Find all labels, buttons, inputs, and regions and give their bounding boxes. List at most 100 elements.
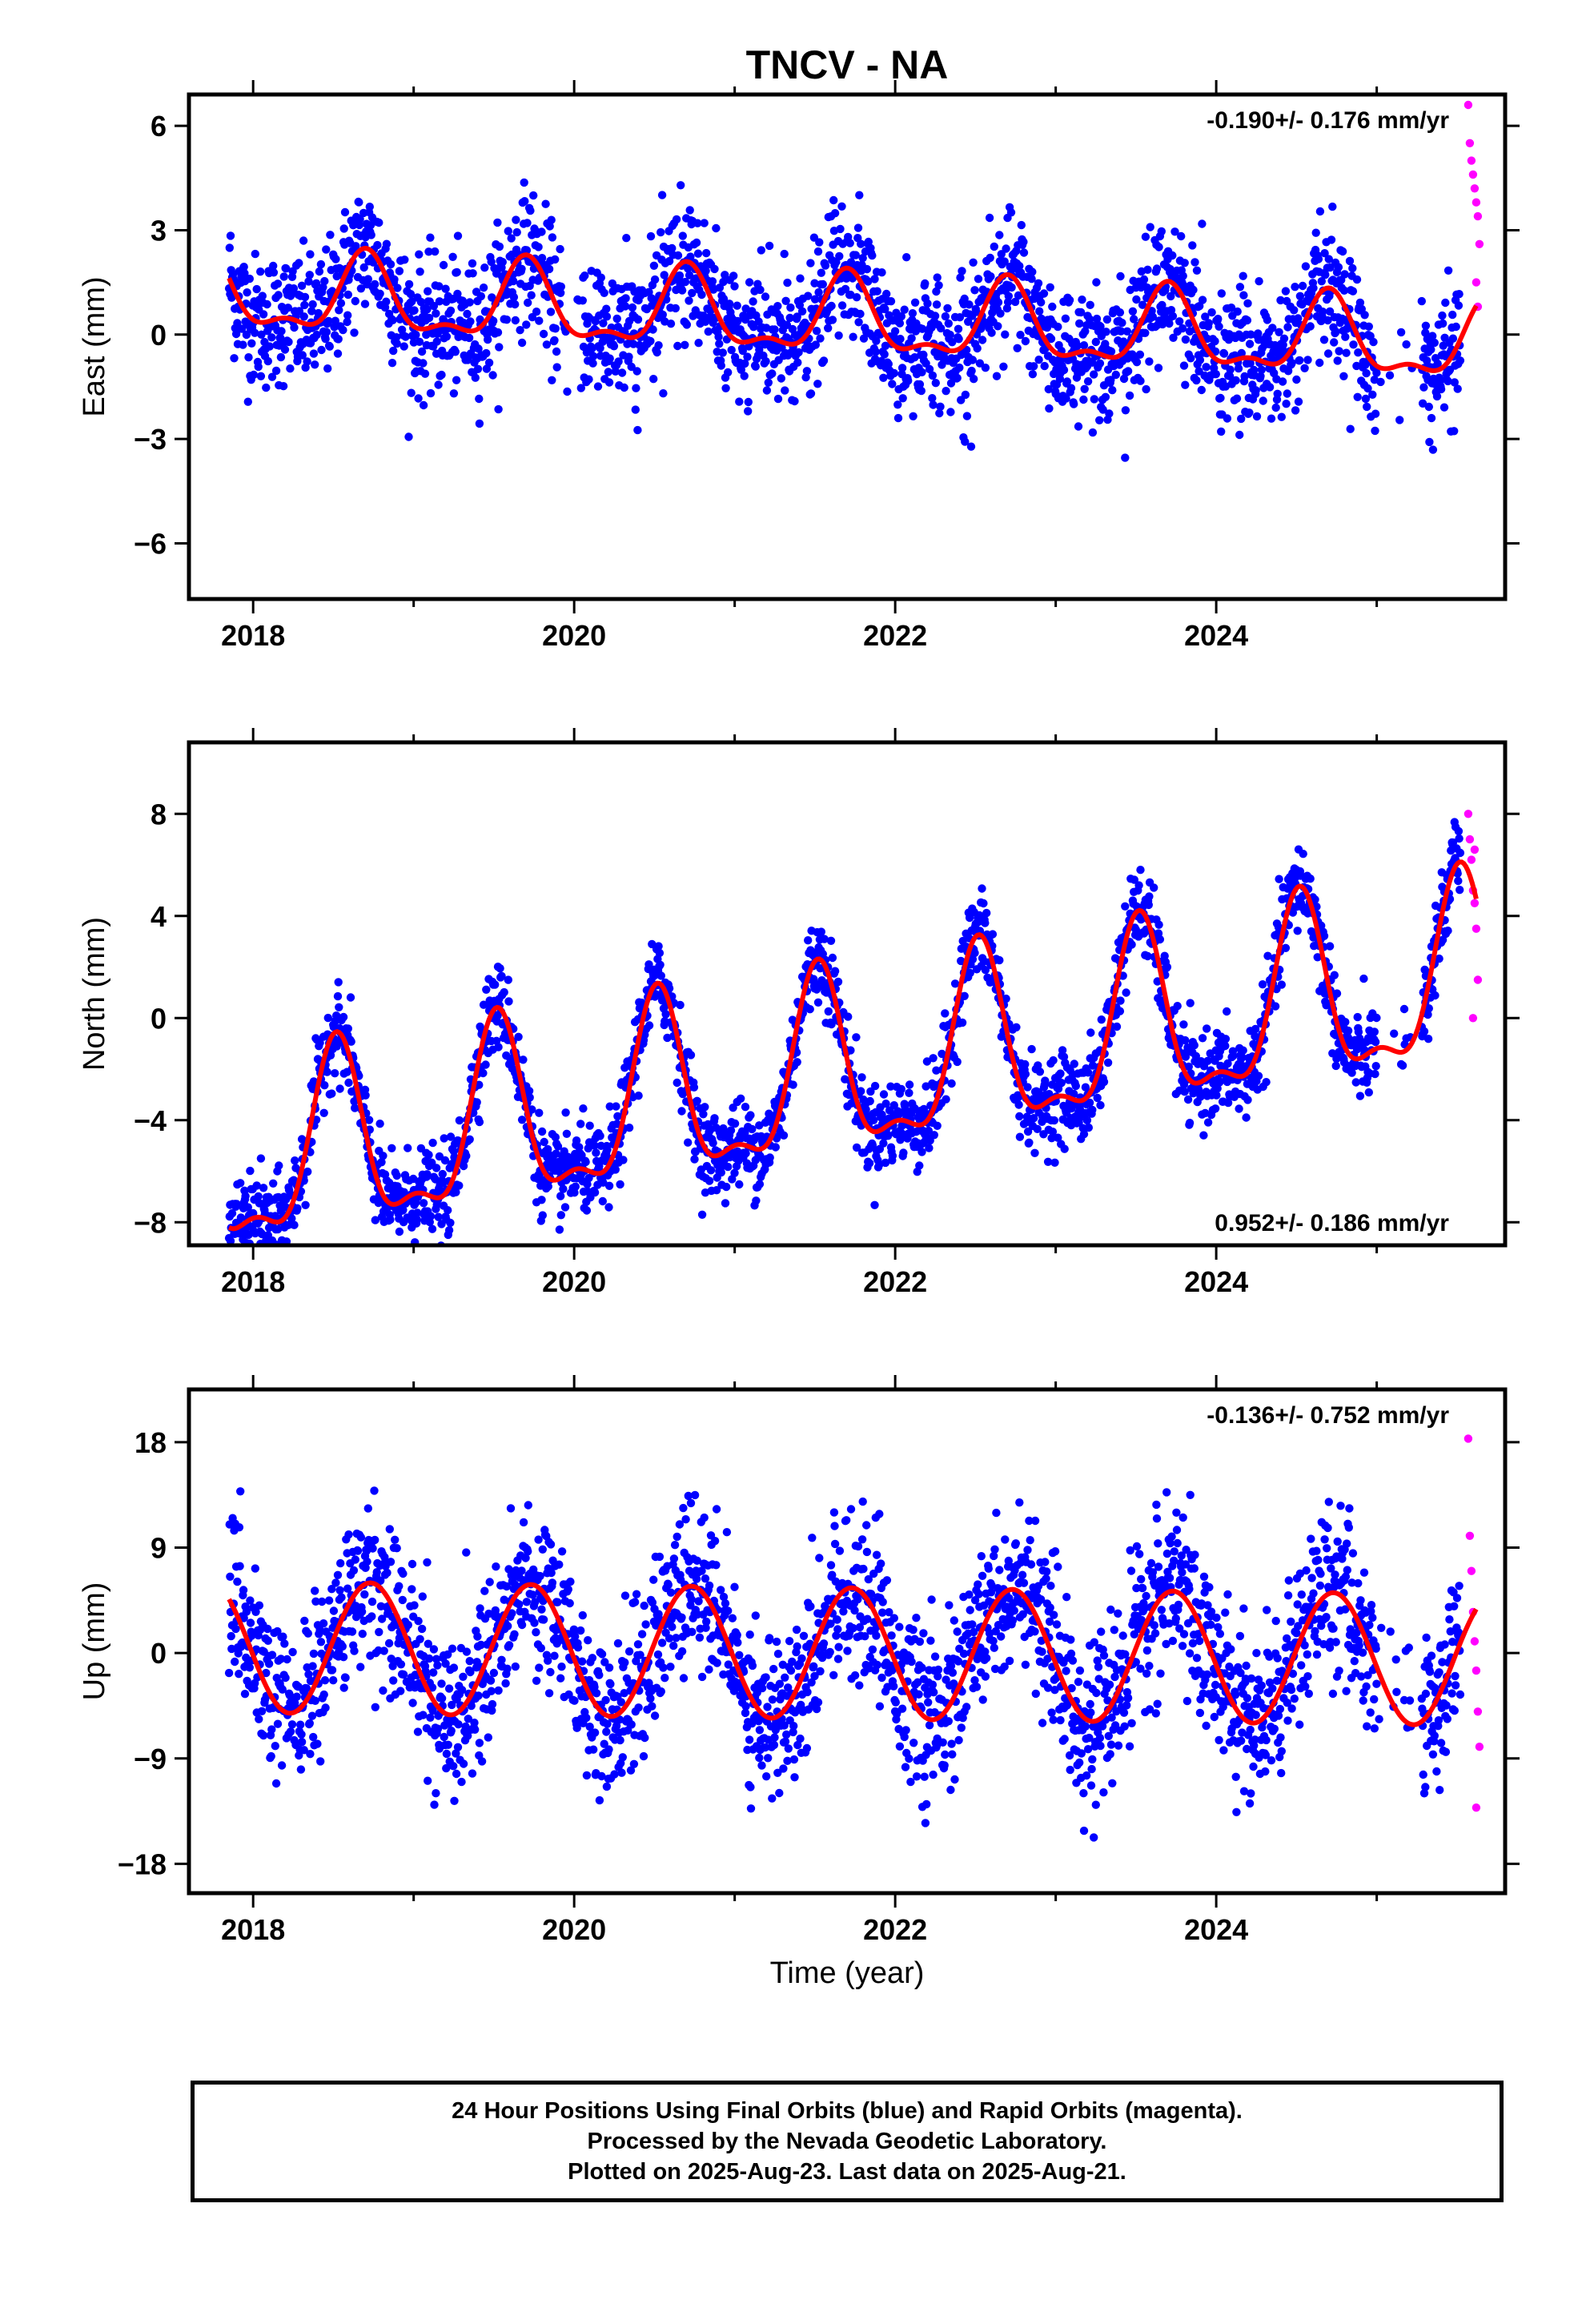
east-final-point [300, 300, 309, 310]
east-final-point [431, 247, 440, 256]
east-final-point [873, 287, 881, 296]
north-final-point [1359, 974, 1368, 983]
up-final-point [308, 1662, 317, 1671]
north-final-point [1180, 1088, 1189, 1096]
up-final-point [280, 1639, 289, 1648]
east-final-point [815, 238, 824, 247]
east-final-point [548, 376, 556, 384]
east-final-point [681, 277, 690, 287]
east-final-point [373, 240, 382, 250]
east-final-point [295, 259, 303, 267]
up-final-point [324, 1596, 334, 1605]
east-final-point [744, 407, 753, 416]
north-final-point [813, 998, 823, 1007]
up-final-point [363, 1504, 372, 1513]
east-final-point [276, 333, 285, 343]
up-final-point [306, 1750, 315, 1759]
north-final-point [958, 1018, 967, 1027]
up-final-point [368, 1544, 377, 1553]
east-final-point [733, 316, 742, 326]
east-final-point [416, 267, 424, 276]
north-final-point [555, 1225, 564, 1234]
north-final-point [375, 1120, 384, 1128]
east-final-point [1453, 384, 1462, 393]
east-final-point [961, 390, 970, 400]
east-final-point [1425, 437, 1434, 447]
east-final-point [935, 408, 944, 418]
north-final-point [654, 942, 663, 951]
east-final-point [657, 191, 667, 199]
east-final-point [263, 300, 271, 309]
east-final-point [400, 255, 409, 264]
north-final-point [726, 1126, 736, 1135]
north-final-point [677, 1107, 686, 1116]
north-final-point [1083, 1068, 1093, 1077]
north-final-point [1023, 1083, 1032, 1092]
east-final-point [326, 231, 335, 239]
east-final-point [1192, 266, 1202, 275]
north-final-point [748, 1124, 757, 1134]
north-final-point [519, 1055, 528, 1064]
east-final-point [668, 243, 677, 253]
east-final-point [978, 336, 987, 344]
east-final-point [718, 348, 727, 357]
north-final-point [656, 960, 665, 970]
north-final-point [793, 1058, 801, 1067]
up-final-point [344, 1530, 353, 1539]
east-final-point [1046, 334, 1056, 344]
east-final-point [321, 335, 330, 344]
north-final-point [929, 1054, 938, 1063]
east-final-point [1341, 332, 1350, 341]
east-final-point [804, 292, 813, 300]
east-final-point [451, 348, 460, 356]
north-final-point [870, 1081, 880, 1091]
east-final-point [1154, 364, 1163, 372]
east-final-point [611, 367, 620, 376]
east-final-point [1088, 358, 1097, 367]
east-final-point [658, 310, 667, 320]
east-final-point [390, 275, 399, 284]
north-final-point [915, 1161, 924, 1170]
east-final-point [511, 316, 520, 325]
north-final-point [455, 1181, 464, 1190]
east-final-point [1136, 376, 1145, 385]
north-final-point [950, 979, 960, 988]
north-xtick-label: 2022 [863, 1265, 927, 1298]
up-final-point [363, 1557, 371, 1566]
east-final-point [985, 213, 994, 223]
up-final-point [251, 1607, 260, 1617]
east-final-point [1180, 259, 1189, 267]
north-final-point [1351, 1078, 1360, 1087]
east-final-point [721, 384, 730, 392]
east-rapid-point [1475, 239, 1484, 248]
east-final-point [888, 380, 897, 388]
north-final-point [371, 1216, 379, 1224]
east-final-point [1062, 377, 1072, 386]
east-final-point [853, 223, 863, 232]
east-final-point [356, 284, 366, 293]
east-final-point [556, 282, 565, 292]
east-final-point [837, 301, 847, 310]
east-final-point [441, 284, 450, 293]
east-final-point [1000, 257, 1009, 266]
east-final-point [1441, 298, 1450, 308]
east-final-point [1121, 406, 1130, 415]
east-final-point [697, 290, 706, 300]
north-final-point [655, 948, 665, 958]
east-final-point [650, 275, 660, 284]
east-final-point [225, 243, 234, 252]
east-final-point [685, 206, 694, 215]
east-final-point [387, 359, 397, 368]
east-final-point [1088, 428, 1098, 437]
up-final-point [331, 1578, 340, 1587]
east-final-point [1348, 263, 1357, 273]
north-final-point [1229, 1051, 1238, 1060]
up-final-point [263, 1624, 272, 1634]
east-final-point [700, 219, 709, 227]
east-final-point [893, 400, 902, 409]
east-final-point [1004, 292, 1014, 300]
north-final-point [581, 1157, 590, 1167]
north-final-point [805, 1005, 814, 1014]
north-final-point [697, 1210, 707, 1220]
east-final-point [367, 231, 375, 239]
